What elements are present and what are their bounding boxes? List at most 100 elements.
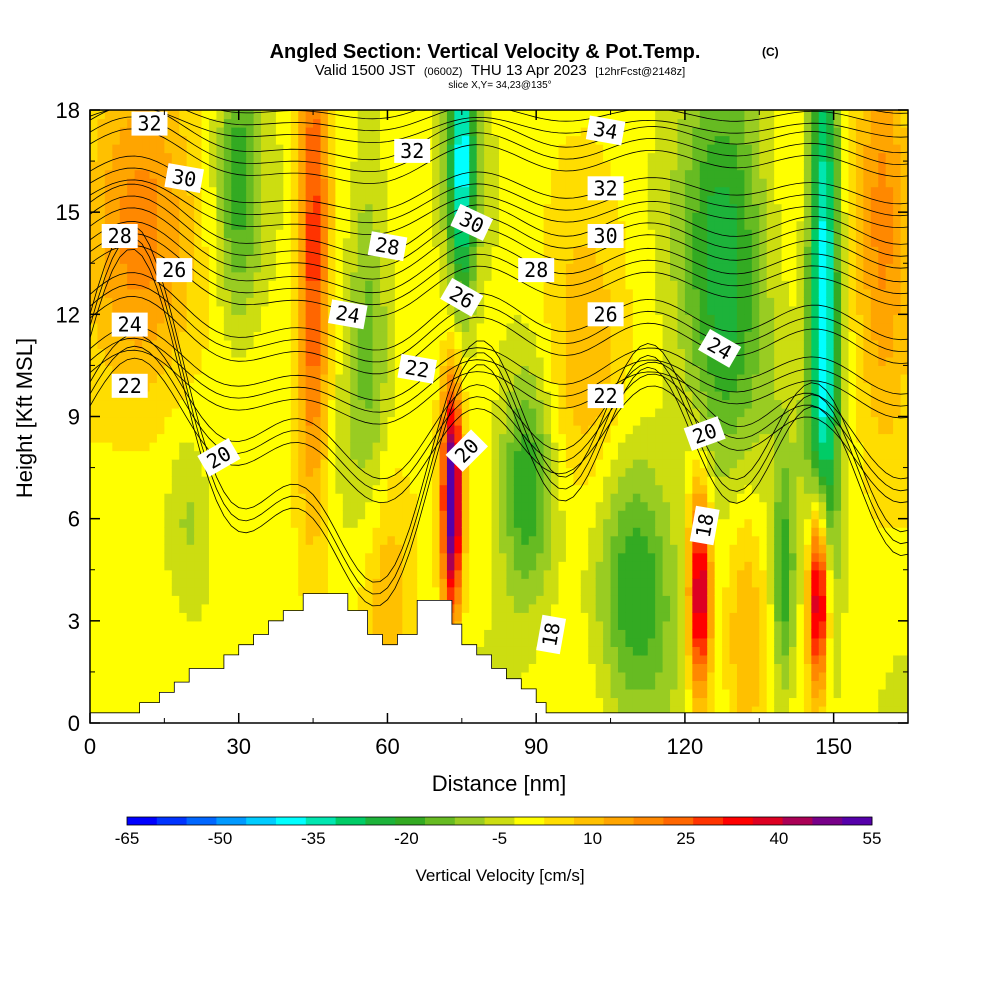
velocity-cell <box>543 433 552 443</box>
velocity-cell <box>424 161 433 171</box>
velocity-cell <box>417 246 426 256</box>
velocity-cell <box>603 569 612 579</box>
velocity-cell <box>499 144 508 154</box>
velocity-cell <box>186 297 195 307</box>
velocity-cell <box>432 339 441 349</box>
velocity-cell <box>253 416 262 426</box>
velocity-cell <box>432 127 441 137</box>
velocity-cell <box>394 501 403 511</box>
velocity-cell <box>208 595 218 605</box>
velocity-cell <box>580 459 589 469</box>
velocity-cell <box>134 646 143 656</box>
velocity-cell <box>424 254 433 264</box>
velocity-cell <box>543 144 552 154</box>
velocity-cell <box>402 229 411 239</box>
velocity-cell <box>573 416 582 426</box>
velocity-cell <box>551 263 560 273</box>
velocity-cell <box>179 229 188 239</box>
velocity-cell <box>201 637 210 647</box>
velocity-cell <box>432 467 441 477</box>
velocity-cell <box>372 552 381 562</box>
velocity-cell <box>365 390 374 401</box>
velocity-cell <box>565 612 574 622</box>
velocity-cell <box>588 671 597 682</box>
velocity-cell <box>357 535 366 545</box>
velocity-cell <box>588 339 597 349</box>
velocity-cell <box>149 169 158 179</box>
velocity-cell <box>543 663 552 673</box>
velocity-cell <box>283 527 292 537</box>
velocity-cell <box>216 254 225 264</box>
velocity-cell <box>409 178 418 188</box>
velocity-cell <box>580 629 589 639</box>
velocity-cell <box>513 297 522 307</box>
velocity-cell <box>253 552 262 562</box>
velocity-cell <box>208 322 218 332</box>
velocity-cell <box>387 263 396 273</box>
velocity-cell <box>90 510 99 520</box>
velocity-cell <box>417 297 426 307</box>
velocity-cell <box>142 178 151 188</box>
velocity-cell <box>380 595 389 605</box>
velocity-cell <box>551 288 560 298</box>
velocity-cell <box>573 561 582 571</box>
velocity-cell <box>201 356 210 367</box>
velocity-cell <box>201 501 210 511</box>
velocity-cell <box>580 280 589 290</box>
velocity-cell <box>454 263 463 273</box>
velocity-cell <box>580 195 589 205</box>
velocity-cell <box>223 110 232 120</box>
velocity-cell <box>313 297 322 307</box>
velocity-cell <box>461 425 470 435</box>
velocity-cell <box>521 671 530 682</box>
velocity-cell <box>298 161 307 171</box>
velocity-cell <box>261 161 270 171</box>
velocity-cell <box>104 118 113 128</box>
velocity-cell <box>350 203 359 213</box>
velocity-cell <box>536 407 545 418</box>
velocity-cell <box>387 229 396 239</box>
velocity-cell <box>394 348 403 358</box>
velocity-cell <box>417 314 426 324</box>
velocity-cell <box>246 331 255 341</box>
velocity-cell <box>268 356 277 367</box>
velocity-cell <box>372 203 381 213</box>
velocity-cell <box>350 578 359 588</box>
velocity-cell <box>179 237 188 247</box>
velocity-cell <box>112 569 121 579</box>
velocity-cell <box>499 331 508 341</box>
velocity-cell <box>164 442 173 452</box>
velocity-cell <box>491 356 500 367</box>
velocity-cell <box>104 169 113 179</box>
velocity-cell <box>305 373 314 384</box>
velocity-cell <box>216 535 225 545</box>
velocity-cell <box>365 152 374 162</box>
velocity-cell <box>342 407 351 418</box>
velocity-cell <box>365 407 374 418</box>
velocity-cell <box>194 288 203 298</box>
velocity-cell <box>506 569 515 579</box>
velocity-cell <box>164 229 173 239</box>
velocity-cell <box>194 271 203 281</box>
velocity-cell <box>380 220 389 230</box>
velocity-cell <box>104 178 113 188</box>
velocity-cell <box>194 305 203 315</box>
velocity-cell <box>454 110 463 120</box>
velocity-cell <box>506 144 515 154</box>
velocity-cell <box>551 169 560 179</box>
velocity-cell <box>246 263 255 273</box>
velocity-cell <box>558 442 567 452</box>
velocity-cell <box>119 110 128 120</box>
velocity-cell <box>90 467 99 477</box>
velocity-cell <box>402 314 411 324</box>
velocity-cell <box>253 237 262 247</box>
velocity-cell <box>424 339 433 349</box>
velocity-cell <box>268 612 277 622</box>
velocity-cell <box>513 356 522 367</box>
velocity-cell <box>484 552 493 562</box>
velocity-cell <box>164 127 173 137</box>
velocity-cell <box>365 186 374 196</box>
velocity-cell <box>149 297 158 307</box>
velocity-cell <box>261 467 270 477</box>
velocity-cell <box>156 186 165 196</box>
